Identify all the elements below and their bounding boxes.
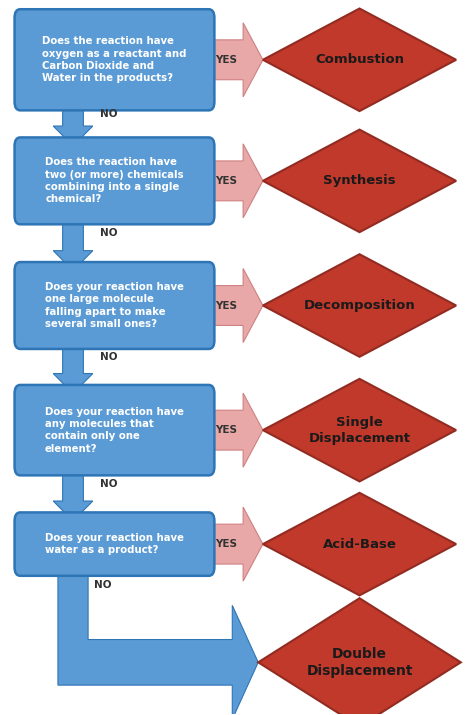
Text: YES: YES [215,425,237,435]
Text: NO: NO [100,228,118,238]
Text: Decomposition: Decomposition [304,299,415,312]
Text: Acid-Base: Acid-Base [323,538,396,551]
Text: Does your reaction have
any molecules that
contain only one
element?: Does your reaction have any molecules th… [45,407,184,454]
Text: Single
Displacement: Single Displacement [309,415,410,445]
Text: NO: NO [100,352,118,362]
Polygon shape [53,102,93,146]
Text: Does the reaction have
two (or more) chemicals
combining into a single
chemical?: Does the reaction have two (or more) che… [45,157,184,204]
Text: NO: NO [100,109,118,119]
Polygon shape [258,598,461,715]
Polygon shape [263,129,456,232]
Text: Synthesis: Synthesis [323,174,396,187]
Polygon shape [209,393,263,467]
Polygon shape [209,507,263,581]
Polygon shape [209,144,263,218]
Text: Does the reaction have
oxygen as a reactant and
Carbon Dioxide and
Water in the : Does the reaction have oxygen as a react… [42,36,187,84]
Text: YES: YES [215,176,237,186]
FancyBboxPatch shape [15,9,214,110]
Polygon shape [263,255,456,357]
Text: NO: NO [94,580,111,590]
FancyBboxPatch shape [15,513,214,576]
Polygon shape [209,268,263,342]
Polygon shape [263,493,456,596]
Polygon shape [263,379,456,481]
Text: YES: YES [215,55,237,65]
Polygon shape [263,9,456,111]
Polygon shape [58,567,258,715]
Polygon shape [53,216,93,270]
Text: YES: YES [215,539,237,549]
FancyBboxPatch shape [15,262,214,349]
Text: YES: YES [215,300,237,310]
Text: Double
Displacement: Double Displacement [306,646,413,678]
Text: Does your reaction have
one large molecule
falling apart to make
several small o: Does your reaction have one large molecu… [45,282,184,329]
Text: NO: NO [100,479,118,489]
Polygon shape [53,340,93,393]
FancyBboxPatch shape [15,137,214,225]
FancyBboxPatch shape [15,385,214,475]
Polygon shape [53,467,93,521]
Text: Combustion: Combustion [315,54,404,66]
Polygon shape [209,23,263,97]
Text: Does your reaction have
water as a product?: Does your reaction have water as a produ… [45,533,184,556]
